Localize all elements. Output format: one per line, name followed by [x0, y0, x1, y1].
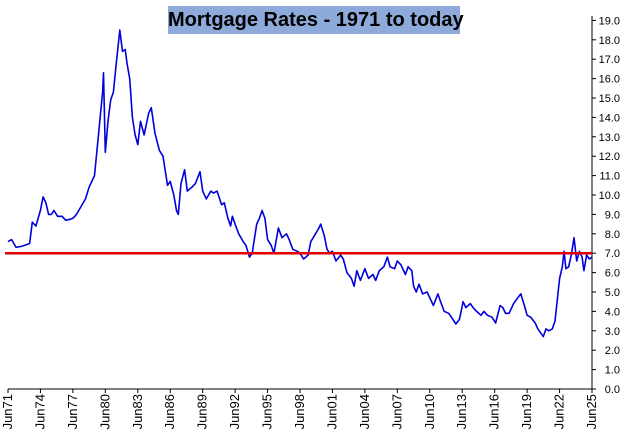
x-tick-label: Jun89 [195, 394, 210, 429]
y-tick-label: 2.0 [605, 345, 620, 357]
x-tick-label: Jun13 [454, 394, 469, 429]
y-axis-ticks: 0.0 1.0 2.0 3.0 4.0 5.0 6.0 7.0 8.0 9.0 10.0 11.0 12… [592, 15, 620, 396]
y-tick-label: 17.0 [599, 54, 620, 66]
y-tick-label: 4.0 [605, 306, 620, 318]
y-tick-label: 0.0 [605, 384, 620, 396]
y-tick-label: 15.0 [599, 93, 620, 105]
x-tick-label: Jun04 [357, 394, 372, 429]
chart-axes [8, 16, 593, 390]
x-tick-label: Jun01 [324, 394, 339, 429]
x-tick-label: Jun86 [162, 394, 177, 429]
y-tick-label: 19.0 [599, 15, 620, 27]
y-tick-label: 18.0 [599, 35, 620, 47]
chart-title-box: Mortgage Rates - 1971 to today [168, 6, 464, 34]
y-tick-label: 7.0 [605, 248, 620, 260]
x-tick-label: Jun16 [487, 394, 502, 429]
y-tick-label: 14.0 [599, 112, 620, 124]
x-tick-label: Jun25 [584, 394, 599, 429]
x-axis-ticks: Jun71 Jun74 Jun77 Jun80 Jun83 Jun86 Jun89 Jun92… [0, 389, 599, 429]
series-line [7, 29, 593, 338]
chart-title: Mortgage Rates - 1971 to today [168, 9, 464, 31]
y-tick-label: 1.0 [605, 365, 620, 377]
x-tick-label: Jun19 [519, 394, 534, 429]
y-tick-label: 11.0 [599, 171, 620, 183]
y-tick-label: 9.0 [605, 209, 620, 221]
series-group [7, 29, 593, 338]
x-tick-label: Jun10 [422, 394, 437, 429]
y-tick-label: 8.0 [605, 229, 620, 241]
y-tick-label: 3.0 [605, 326, 620, 338]
x-tick-label: Jun77 [65, 394, 80, 429]
x-tick-label: Jun22 [552, 394, 567, 429]
x-tick-label: Jun95 [260, 394, 275, 429]
x-tick-label: Jun83 [130, 394, 145, 429]
x-tick-label: Jun74 [32, 394, 47, 429]
y-tick-label: 6.0 [605, 268, 620, 280]
y-tick-label: 5.0 [605, 287, 620, 299]
y-tick-label: 12.0 [599, 151, 620, 163]
y-tick-label: 13.0 [599, 132, 620, 144]
x-tick-label: Jun71 [0, 394, 15, 429]
x-tick-label: Jun92 [227, 394, 242, 429]
x-tick-label: Jun98 [292, 394, 307, 429]
y-tick-label: 16.0 [599, 74, 620, 86]
x-tick-label: Jun07 [389, 394, 404, 429]
x-tick-label: Jun80 [97, 394, 112, 429]
y-tick-label: 10.0 [599, 190, 620, 202]
